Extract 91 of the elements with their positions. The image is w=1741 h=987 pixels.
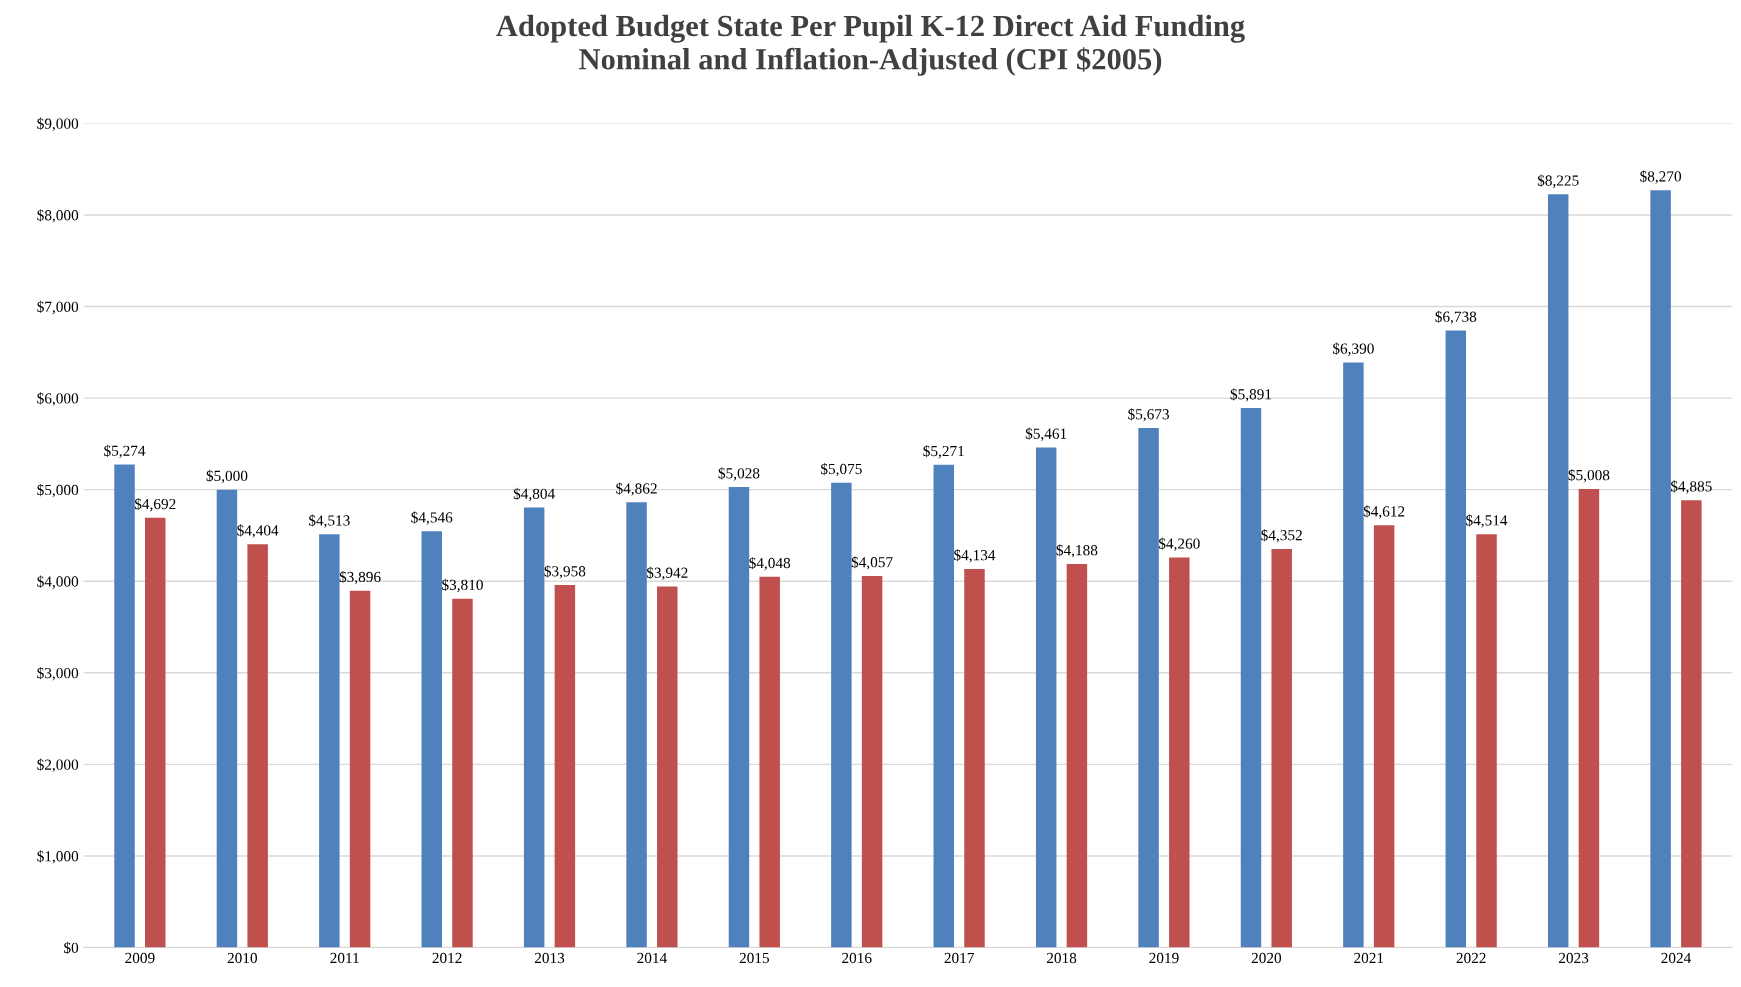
bar (831, 482, 852, 948)
x-tick-label: 2022 (1456, 952, 1486, 964)
bar (1547, 194, 1569, 948)
bar (657, 586, 678, 948)
bar (1681, 500, 1702, 948)
data-label: $4,612 (1363, 505, 1405, 519)
data-label: $6,390 (1333, 342, 1374, 356)
data-label: $4,692 (134, 497, 176, 512)
bar (247, 544, 268, 948)
bar (114, 464, 135, 948)
y-tick-label: $0 (64, 941, 79, 954)
bar (1271, 549, 1292, 948)
bar (861, 576, 883, 948)
bar (1650, 190, 1671, 948)
data-label: $8,225 (1537, 174, 1579, 188)
bar (964, 568, 985, 948)
y-tick-label: $9,000 (37, 117, 79, 132)
y-tick-label: $4,000 (37, 575, 79, 589)
data-label: $4,188 (1056, 544, 1098, 558)
bar (1578, 488, 1600, 948)
y-tick-label: $6,000 (37, 392, 79, 406)
data-label: $5,075 (821, 462, 862, 477)
x-tick-label: 2017 (944, 952, 974, 964)
x-tick-label: 2018 (1046, 952, 1077, 964)
x-tick-label: 2019 (1149, 952, 1179, 964)
bar (1169, 557, 1190, 948)
bar (145, 517, 166, 948)
data-label: $5,461 (1025, 427, 1067, 441)
x-tick-label: 2016 (842, 952, 872, 964)
data-label: $4,804 (513, 487, 555, 502)
y-tick-label: $8,000 (37, 209, 79, 223)
y-tick-label: $3,000 (37, 667, 79, 681)
bar (421, 531, 442, 948)
bar (319, 534, 340, 948)
bar (1476, 534, 1497, 948)
bar (523, 507, 545, 948)
data-label: $3,958 (544, 565, 586, 579)
bar (1343, 362, 1364, 948)
x-tick-label: 2011 (330, 952, 359, 964)
x-tick-label: 2015 (739, 952, 769, 964)
data-label: $4,352 (1261, 529, 1302, 543)
data-label: $4,862 (616, 482, 657, 496)
data-label: $4,134 (954, 549, 996, 563)
data-label: $4,514 (1466, 514, 1508, 528)
y-tick-label: $7,000 (37, 300, 79, 315)
bar (1066, 564, 1088, 948)
bar (1240, 408, 1262, 948)
bar (759, 576, 780, 948)
data-label: $4,546 (411, 511, 453, 525)
data-label: $5,028 (718, 467, 760, 481)
data-label: $6,738 (1435, 310, 1477, 325)
data-label: $4,513 (308, 514, 350, 528)
data-label: $3,942 (646, 566, 688, 581)
data-label: $5,891 (1230, 388, 1272, 402)
x-tick-label: 2021 (1354, 952, 1384, 964)
x-tick-label: 2010 (227, 952, 257, 964)
data-label: $4,885 (1670, 480, 1712, 494)
data-label: $4,404 (237, 524, 279, 538)
bar (933, 464, 955, 948)
data-label: $5,000 (206, 469, 248, 484)
bar (1138, 428, 1159, 948)
x-tick-label: 2009 (125, 952, 155, 964)
x-tick-label: 2012 (432, 952, 462, 964)
data-label: $5,274 (104, 444, 146, 459)
data-label: $8,270 (1640, 170, 1682, 184)
chart-title: Adopted Budget State Per Pupil K-12 Direct Aid Funding Nominal and Inflation-Adjusted (CPI $2005) (496, 14, 1245, 76)
bar (1035, 447, 1057, 948)
bar (626, 502, 647, 948)
data-label: $4,260 (1158, 537, 1200, 551)
data-label: $3,810 (442, 578, 483, 593)
bar (1373, 525, 1395, 948)
bar (554, 585, 576, 948)
x-tick-label: 2024 (1661, 952, 1692, 964)
x-tick-label: 2023 (1558, 952, 1589, 964)
data-label: $3,896 (339, 570, 381, 585)
data-label: $4,048 (749, 556, 791, 571)
y-tick-label: $1,000 (37, 850, 79, 864)
x-tick-label: 2013 (534, 952, 565, 964)
bar (728, 487, 750, 948)
bar (349, 590, 371, 948)
data-label: $4,057 (851, 556, 893, 570)
y-tick-label: $5,000 (37, 483, 79, 498)
data-label: $5,008 (1568, 469, 1610, 483)
y-tick-label: $2,000 (37, 758, 79, 773)
data-label: $5,271 (923, 444, 964, 459)
bar (1445, 330, 1467, 948)
x-tick-label: 2020 (1251, 952, 1282, 964)
data-label: $5,673 (1128, 408, 1169, 422)
x-tick-label: 2014 (637, 952, 667, 964)
bar (452, 598, 473, 948)
bar (216, 489, 238, 948)
